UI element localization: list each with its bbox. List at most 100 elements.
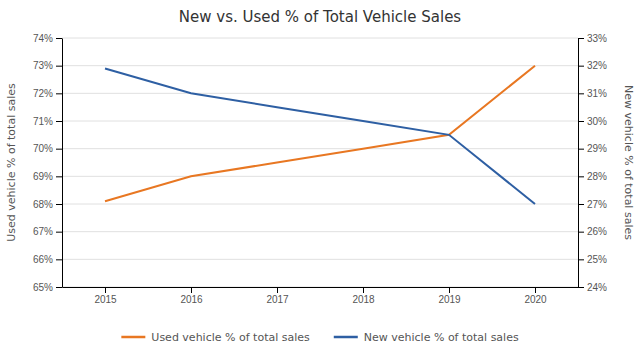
tick: 27% (578, 199, 607, 210)
tick-label: 71% (33, 116, 53, 127)
tick-label: 2019 (438, 294, 461, 305)
lines (105, 66, 535, 204)
tick: 29% (578, 143, 607, 154)
tick-mark (105, 287, 106, 293)
tick-label: 65% (33, 282, 53, 293)
grid-line (62, 65, 578, 66)
series-line (105, 66, 535, 202)
tick: 65% (33, 282, 62, 293)
tick: 24% (578, 282, 607, 293)
tick-label: 31% (587, 88, 607, 99)
tick-label: 2020 (524, 294, 547, 305)
tick-mark (56, 232, 62, 233)
legend: Used vehicle % of total sales New vehicle… (121, 331, 519, 344)
tick-label: 2018 (352, 294, 375, 305)
grid-line (62, 121, 578, 122)
tick-label: 32% (587, 60, 607, 71)
tick: 2019 (438, 287, 461, 305)
tick-label: 30% (587, 116, 607, 127)
axis-line (63, 287, 579, 288)
grid-line (62, 259, 578, 260)
grid-line (62, 38, 578, 39)
tick-mark (277, 287, 278, 293)
tick-label: 2015 (94, 294, 117, 305)
legend-label: Used vehicle % of total sales (151, 331, 310, 344)
tick-mark (56, 93, 62, 94)
tick: 2017 (266, 287, 289, 305)
grid (62, 38, 578, 287)
axis-line (62, 39, 63, 288)
tick-label: 72% (33, 88, 53, 99)
chart: 2015 2016 2017 2018 2019 2020 65% 66% 67% 68% 69% 7… (0, 0, 640, 351)
tick: 2015 (94, 287, 117, 305)
y-axis: 65% 66% 67% 68% 69% 70% 71% 72% 73% 74% (33, 33, 63, 293)
tick: 74% (33, 33, 62, 44)
tick: 28% (578, 171, 607, 182)
tick-label: 25% (587, 254, 607, 265)
tick-label: 33% (587, 33, 607, 44)
y-axis-title: Used vehicle % of total sales (5, 83, 18, 242)
y2-axis: 24% 25% 26% 27% 28% 29% 30% 31% 32% 33% (578, 33, 607, 293)
tick: 2020 (524, 287, 547, 305)
tick-mark (578, 287, 584, 288)
tick: 66% (33, 254, 62, 265)
tick-mark (578, 66, 584, 67)
legend-item: New vehicle % of total sales (334, 331, 519, 344)
axis-line (578, 39, 579, 288)
tick: 72% (33, 88, 62, 99)
tick: 31% (578, 88, 607, 99)
tick-label: 67% (33, 226, 53, 237)
tick-label: 68% (33, 199, 53, 210)
tick-mark (56, 176, 62, 177)
y2-axis-title: New vehicle % of total sales (622, 85, 635, 240)
x-axis: 2015 2016 2017 2018 2019 2020 (63, 287, 579, 305)
legend-label: New vehicle % of total sales (364, 331, 519, 344)
tick: 26% (578, 226, 607, 237)
tick-label: 2016 (180, 294, 203, 305)
tick-label: 26% (587, 226, 607, 237)
title: New vs. Used % of Total Vehicle Sales (179, 8, 462, 26)
tick-mark (56, 287, 62, 288)
grid-line (62, 231, 578, 232)
tick-mark (578, 38, 584, 39)
tick: 73% (33, 60, 62, 71)
tick-label: 74% (33, 33, 53, 44)
tick: 71% (33, 116, 62, 127)
tick-mark (578, 259, 584, 260)
legend-swatch (121, 336, 145, 339)
tick-mark (578, 149, 584, 150)
grid-line (62, 148, 578, 149)
tick-mark (56, 66, 62, 67)
tick: 67% (33, 226, 62, 237)
tick-label: 69% (33, 171, 53, 182)
tick-label: 2017 (266, 294, 289, 305)
tick-mark (535, 287, 536, 293)
tick-label: 70% (33, 143, 53, 154)
tick-mark (56, 259, 62, 260)
grid-line (62, 287, 578, 288)
grid-line (62, 204, 578, 205)
tick-label: 73% (33, 60, 53, 71)
series-line (105, 68, 535, 204)
tick: 68% (33, 199, 62, 210)
tick-label: 29% (587, 143, 607, 154)
legend-item: Used vehicle % of total sales (121, 331, 310, 344)
tick-mark (578, 204, 584, 205)
tick-label: 24% (587, 282, 607, 293)
tick-label: 28% (587, 171, 607, 182)
tick-mark (578, 176, 584, 177)
tick-mark (578, 232, 584, 233)
tick: 70% (33, 143, 62, 154)
legend-swatch (334, 336, 358, 339)
tick-label: 66% (33, 254, 53, 265)
tick-mark (191, 287, 192, 293)
tick-mark (56, 121, 62, 122)
plot: 2015 2016 2017 2018 2019 2020 65% 66% 67% 68% 69% 7… (33, 33, 607, 305)
tick: 2016 (180, 287, 203, 305)
tick-mark (56, 204, 62, 205)
tick: 2018 (352, 287, 375, 305)
tick-label: 27% (587, 199, 607, 210)
tick: 30% (578, 116, 607, 127)
tick: 69% (33, 171, 62, 182)
tick-mark (578, 121, 584, 122)
